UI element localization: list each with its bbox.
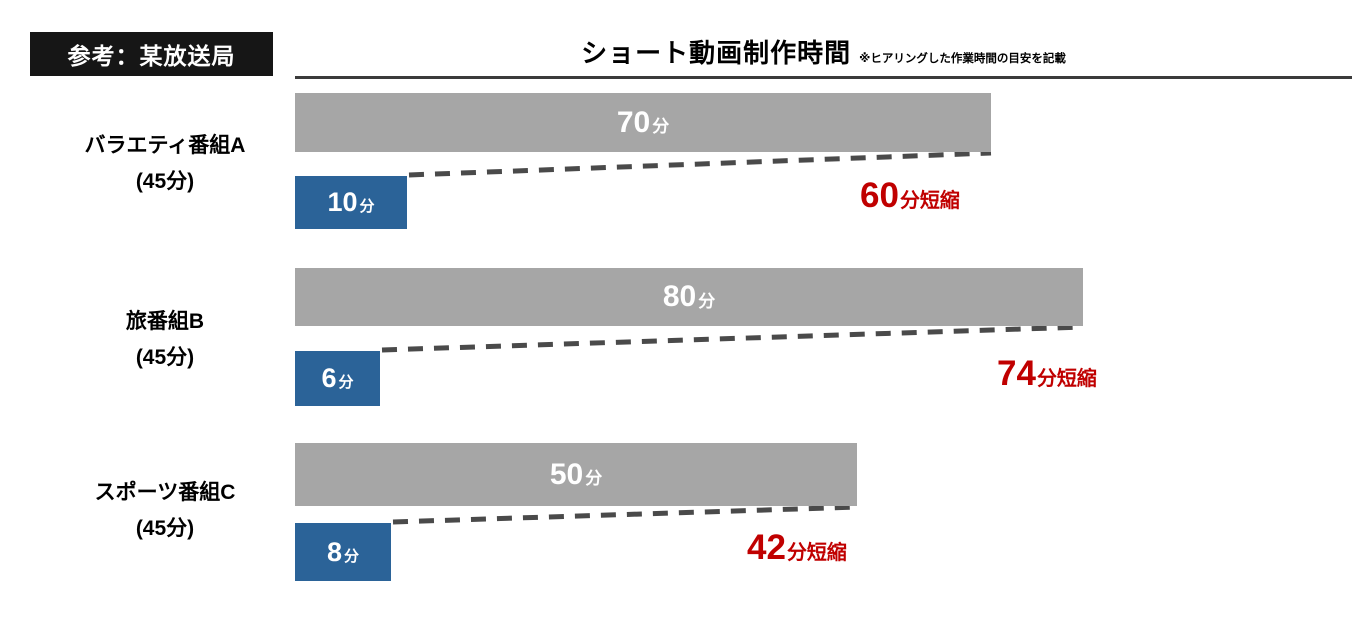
row3-program-name: スポーツ番組C xyxy=(94,481,236,504)
row2-program-duration: (45分) xyxy=(135,346,195,369)
row1-label: バラエティ番組A (45分) xyxy=(30,128,300,200)
row1-after-bar: 10 分 xyxy=(295,176,407,229)
reference-badge-label: 参考：某放送局 xyxy=(67,43,236,69)
reference-badge: 参考：某放送局 xyxy=(30,32,273,76)
row2-after-value: 6 xyxy=(321,363,337,393)
connector-line-row2 xyxy=(381,324,1084,353)
row3-before-bar: 50 分 xyxy=(295,443,857,506)
row1-before-unit: 分 xyxy=(652,117,670,136)
row2-label: 旅番組B (45分) xyxy=(30,304,300,376)
row2-after-unit: 分 xyxy=(338,374,354,391)
row1-before-bar: 70 分 xyxy=(295,93,991,152)
row3-saved-value: 42 xyxy=(747,528,786,567)
row1-program-name: バラエティ番組A xyxy=(84,134,246,157)
row3-before-unit: 分 xyxy=(585,469,603,488)
connector-line-row1 xyxy=(408,150,992,178)
chart-note: ※ヒアリングした作業時間の目安を記載 xyxy=(859,53,1066,65)
row1-after-value: 10 xyxy=(327,187,358,217)
row2-before-unit: 分 xyxy=(698,291,716,311)
row1-saved-suffix: 分短縮 xyxy=(899,190,960,212)
row1-saved-value: 60 xyxy=(860,176,899,215)
row1-program-duration: (45分) xyxy=(135,170,195,193)
row3-after-unit: 分 xyxy=(344,547,360,565)
chart-title: ショート動画制作時間 xyxy=(581,38,852,68)
row1-saved-label: 60 分短縮 xyxy=(860,178,960,213)
row2-program-name: 旅番組B xyxy=(125,310,205,333)
row2-before-bar: 80 分 xyxy=(295,268,1083,326)
row3-saved-label: 42 分短縮 xyxy=(747,530,847,565)
row2-saved-suffix: 分短縮 xyxy=(1036,368,1097,390)
connector-line-row3 xyxy=(392,504,859,525)
row2-saved-label: 74 分短縮 xyxy=(997,356,1097,391)
row3-label: スポーツ番組C (45分) xyxy=(30,475,300,547)
row2-saved-value: 74 xyxy=(997,354,1036,393)
row3-program-duration: (45分) xyxy=(135,517,195,540)
row2-before-value: 80 xyxy=(662,280,697,313)
row1-after-unit: 分 xyxy=(359,198,375,215)
row3-after-value: 8 xyxy=(326,536,342,567)
title-underline xyxy=(295,76,1352,79)
row1-before-value: 70 xyxy=(616,105,651,139)
chart-header: ショート動画制作時間 ※ヒアリングした作業時間の目安を記載 xyxy=(295,33,1352,70)
row3-before-value: 50 xyxy=(549,457,584,491)
row3-saved-suffix: 分短縮 xyxy=(786,542,847,564)
